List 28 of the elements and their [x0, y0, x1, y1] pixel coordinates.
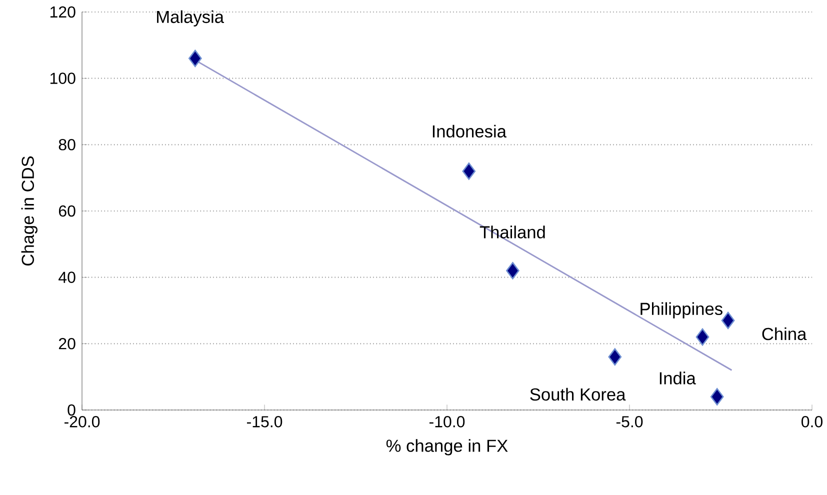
- x-tick-label: -20.0: [64, 416, 100, 428]
- point: [721, 312, 735, 330]
- annotation: Philippines: [640, 302, 722, 318]
- x-tick-label: 0.0: [802, 416, 822, 428]
- y-tick-label: 20: [58, 338, 76, 350]
- annotation: Thailand: [480, 226, 545, 238]
- annotation: South Korea: [530, 388, 626, 401]
- annotation: Malaysia: [157, 10, 224, 27]
- y-tick-label: 80: [58, 139, 76, 150]
- x-tick-label: -15.0: [246, 416, 282, 428]
- point: [506, 262, 520, 280]
- y-tick-label: 60: [58, 205, 76, 217]
- y-tick-label: 100: [50, 72, 76, 84]
- annotation: India: [660, 372, 696, 384]
- point: [608, 348, 622, 366]
- y-tick-label: 40: [58, 272, 76, 283]
- point: [696, 328, 710, 346]
- x-tick-label: -10.0: [429, 416, 465, 428]
- point: [710, 388, 724, 406]
- y-tick-label: 120: [50, 6, 76, 18]
- annotation: Indonesia: [432, 124, 506, 138]
- annotation: China: [762, 327, 807, 340]
- y-axis-title: Chage in CDS: [21, 156, 38, 266]
- point: [462, 162, 476, 180]
- point: [188, 50, 202, 68]
- x-axis-title: % change in FX: [386, 439, 508, 456]
- y-tick-label: 0: [68, 404, 76, 416]
- x-tick-label: -5.0: [616, 416, 643, 428]
